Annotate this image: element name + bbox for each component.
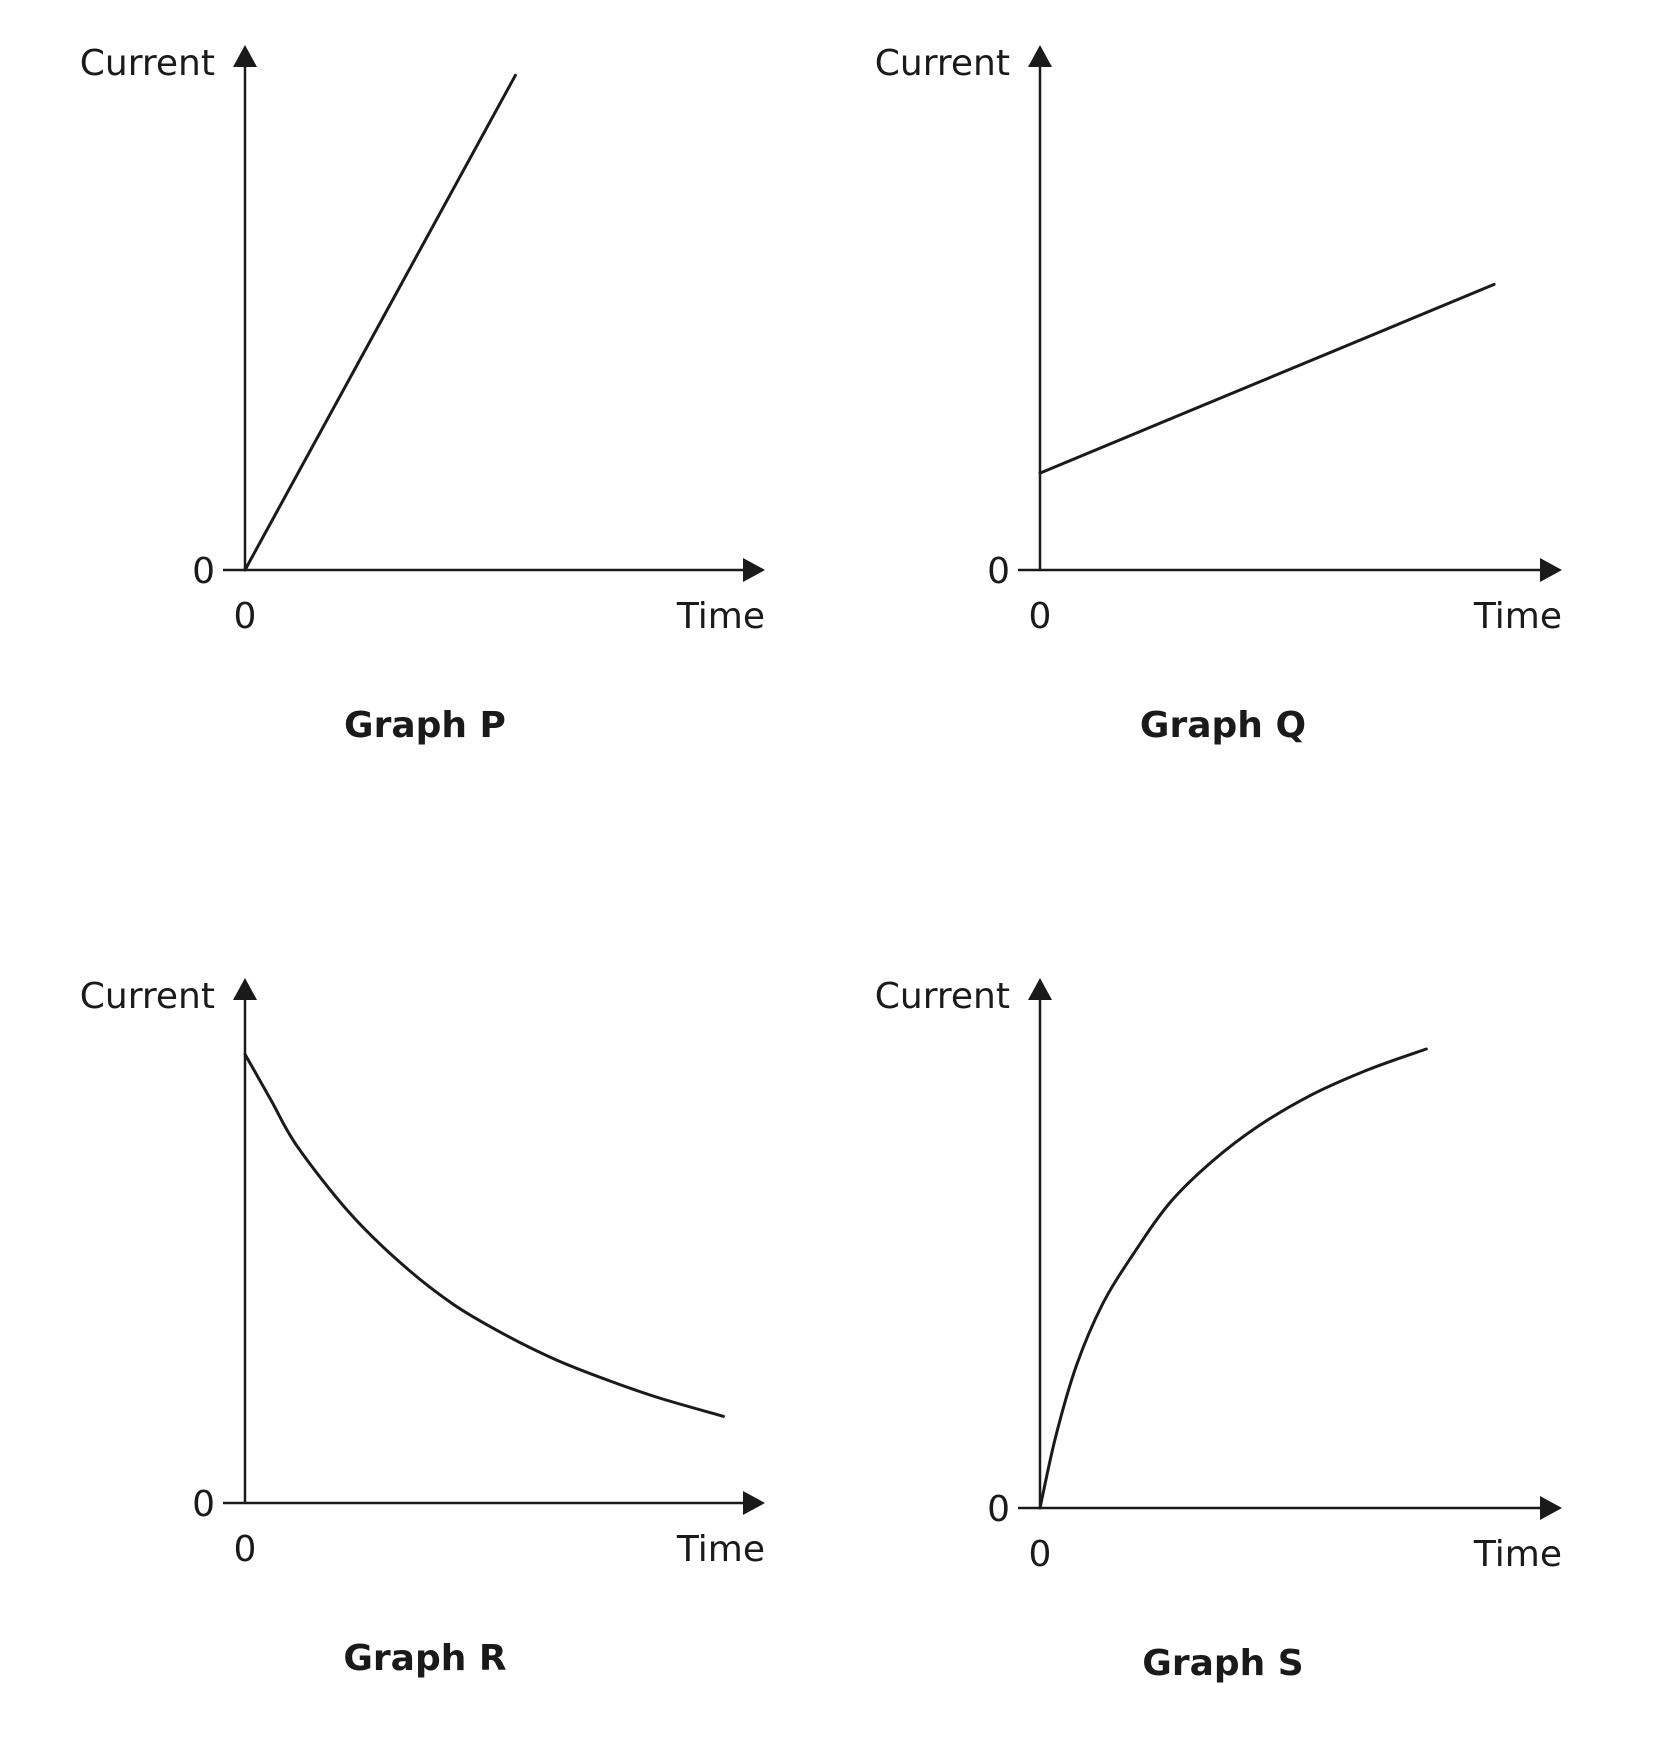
graph-s-x-axis-arrow: [1540, 1496, 1562, 1520]
graph-p-y-axis-label: Current: [80, 43, 215, 84]
graph-r-x-axis-label: Time: [676, 1529, 765, 1570]
graph-s-series-line: [1038, 1047, 1428, 1510]
graph-r-title: Graph R: [343, 1638, 506, 1679]
graph-p-x-axis-arrow: [743, 558, 765, 582]
graph-r-panel: Current Time 00 Graph R: [80, 976, 765, 1679]
graph-r-y-axis-label: Current: [80, 976, 215, 1017]
graph-p-x-tick-0: 0: [234, 596, 257, 637]
graph-s-x-axis-label: Time: [1473, 1534, 1562, 1575]
graph-q-x-axis-arrow: [1540, 558, 1562, 582]
graph-r-x-axis-arrow: [743, 1491, 765, 1515]
graph-p-series-line: [243, 73, 517, 572]
graph-q-x-tick-0: 0: [1029, 596, 1052, 637]
graph-q-title: Graph Q: [1140, 705, 1306, 746]
graph-r-series-line: [243, 1052, 725, 1418]
graph-q-panel: Current Time 00 Graph Q: [875, 43, 1562, 746]
graph-q-x-axis-label: Time: [1473, 596, 1562, 637]
graph-s-panel: Current Time 00 Graph S: [875, 976, 1562, 1684]
graph-s-x-tick-0: 0: [1029, 1534, 1052, 1575]
graph-p-panel: Current Time 00 Graph P: [80, 43, 765, 746]
graph-s-y-axis-label: Current: [875, 976, 1010, 1017]
graph-s-y-tick-0: 0: [987, 1489, 1010, 1530]
graph-q-y-axis-label: Current: [875, 43, 1010, 84]
graph-s-y-axis-arrow: [1028, 978, 1052, 1000]
graph-p-y-tick-0: 0: [192, 551, 215, 592]
graph-s-title: Graph S: [1142, 1643, 1303, 1684]
graph-q-series-line: [1038, 282, 1496, 475]
graph-r-x-tick-0: 0: [234, 1529, 257, 1570]
graph-p-y-axis-arrow: [233, 45, 257, 67]
graph-r-y-tick-0: 0: [192, 1484, 215, 1525]
graph-q-y-axis-arrow: [1028, 45, 1052, 67]
graph-q-y-tick-0: 0: [987, 551, 1010, 592]
graph-p-title: Graph P: [344, 705, 506, 746]
graph-r-y-axis-arrow: [233, 978, 257, 1000]
graph-p-x-axis-label: Time: [676, 596, 765, 637]
